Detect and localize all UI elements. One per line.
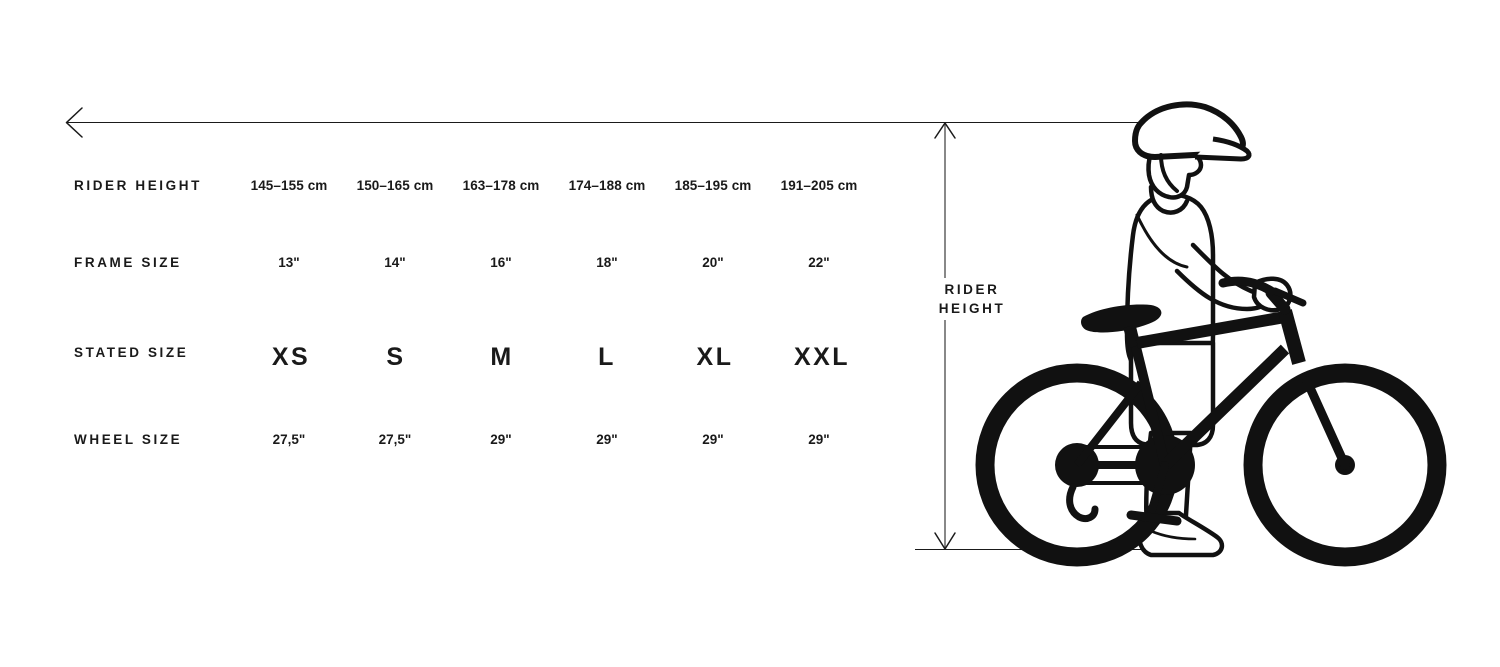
- cell-frame-size-5: 20": [702, 255, 724, 270]
- down-tube: [1160, 344, 1290, 470]
- cell-wheel-size-5: 29": [702, 432, 724, 447]
- cell-frame-size-6: 22": [808, 255, 830, 270]
- handlebar: [1218, 276, 1276, 296]
- cell-stated-size-2: S: [386, 343, 406, 371]
- cell-stated-size-5: XL: [696, 343, 734, 371]
- saddle: [1081, 304, 1162, 333]
- brake-lever: [1271, 287, 1307, 307]
- rider-shoe-crease: [1149, 529, 1197, 541]
- cell-rider-height-4: 174–188 cm: [568, 178, 646, 193]
- cyclist-with-bike-illustration: [975, 101, 1447, 567]
- cell-wheel-size-3: 29": [490, 432, 512, 447]
- cell-wheel-size-6: 29": [808, 432, 830, 447]
- cell-wheel-size-1: 27,5": [272, 432, 306, 447]
- rider-height-dimension-label: RIDER HEIGHT: [912, 280, 1032, 318]
- head-tube: [1278, 309, 1306, 365]
- cell-rider-height-3: 163–178 cm: [462, 178, 540, 193]
- cell-rider-height-1: 145–155 cm: [250, 178, 328, 193]
- seatstay: [1073, 380, 1145, 468]
- front-wheel: [1243, 363, 1447, 567]
- seatpost: [1123, 325, 1137, 349]
- row-label-wheel-size: WHEEL SIZE: [74, 432, 183, 447]
- bicycle: [975, 276, 1447, 567]
- pedal: [1126, 510, 1182, 526]
- cell-frame-size-3: 16": [490, 255, 512, 270]
- cell-wheel-size-4: 29": [596, 432, 618, 447]
- cell-rider-height-5: 185–195 cm: [674, 178, 752, 193]
- seat-tube: [1126, 325, 1170, 467]
- rider-helmet-brim: [1194, 136, 1252, 162]
- rider-height-dimension-arrow-down: [934, 320, 956, 550]
- front-fork: [1302, 376, 1350, 470]
- row-label-frame-size: FRAME SIZE: [74, 255, 182, 270]
- cell-rider-height-6: 191–205 cm: [780, 178, 858, 193]
- cell-stated-size-1: XS: [271, 343, 311, 371]
- top-tube: [1135, 311, 1287, 349]
- row-label-rider-height: RIDER HEIGHT: [74, 178, 202, 193]
- dimension-label-line-1: RIDER: [944, 282, 1000, 297]
- cell-wheel-size-2: 27,5": [378, 432, 412, 447]
- rider-helmet-strap: [1159, 153, 1179, 193]
- stem: [1265, 287, 1291, 315]
- cell-stated-size-6: XXL: [793, 343, 851, 371]
- cell-frame-size-2: 14": [384, 255, 406, 270]
- rear-derailleur: [1066, 483, 1099, 523]
- cell-rider-height-2: 150–165 cm: [356, 178, 434, 193]
- cell-stated-size-3: M: [490, 343, 514, 371]
- cell-frame-size-1: 13": [278, 255, 300, 270]
- dimension-label-line-2: HEIGHT: [938, 301, 1006, 316]
- cell-frame-size-4: 18": [596, 255, 618, 270]
- cell-stated-size-4: L: [598, 343, 616, 371]
- rider-height-dimension-arrow-up: [934, 122, 956, 278]
- crank-arm: [1147, 461, 1169, 517]
- size-table: RIDER HEIGHT FRAME SIZE STATED SIZE WHEE…: [0, 0, 900, 500]
- rider-sleeve-crease: [1135, 213, 1189, 269]
- row-label-stated-size: STATED SIZE: [74, 345, 189, 360]
- left-arrow-icon: [65, 107, 83, 138]
- top-reference-line: [66, 122, 1145, 124]
